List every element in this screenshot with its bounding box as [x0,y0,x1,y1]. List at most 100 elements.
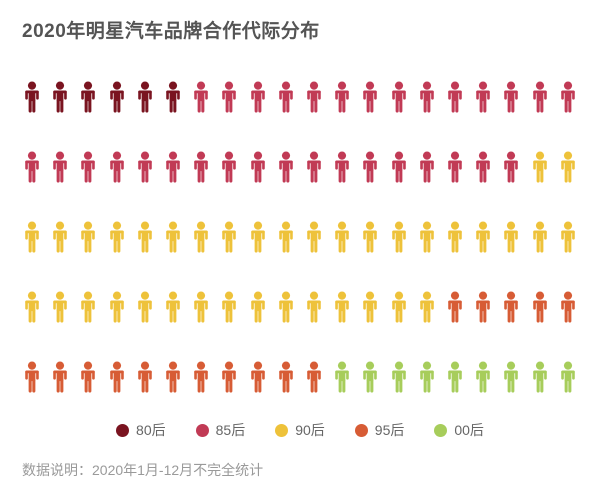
person-icon [138,81,152,113]
chart-title: 2020年明星汽车品牌合作代际分布 [22,21,320,42]
person-icon [561,81,575,113]
person-icon [532,151,547,183]
person-icon [250,361,265,393]
legend-label: 85后 [215,422,246,438]
person-icon [138,361,152,393]
person-icon [335,151,350,183]
person-icon [420,221,434,253]
pictogram-row [22,269,578,339]
person-icon [504,151,519,183]
person-icon [504,81,519,113]
person-icon [448,361,462,393]
person-icon [420,361,434,393]
legend-dot-icon [354,423,368,437]
person-icon [532,291,547,323]
person-icon [391,151,406,183]
person-icon [391,221,406,253]
person-icon [561,151,575,183]
person-icon [504,291,519,323]
person-icon [476,221,491,253]
person-icon [307,81,321,113]
pictogram-row [22,339,578,409]
person-icon [363,151,378,183]
person-icon [194,221,208,253]
person-icon [25,291,39,323]
person-icon [279,361,293,393]
person-icon [81,81,96,113]
person-icon [476,81,491,113]
legend-label: 95后 [374,422,405,438]
person-icon [391,291,406,323]
person-icon [222,221,237,253]
legend-dot-icon [434,423,448,437]
person-icon [250,221,265,253]
person-icon [279,151,293,183]
legend-item: 85后 [195,420,246,440]
person-icon [53,151,67,183]
person-icon [476,291,491,323]
person-icon [420,151,434,183]
data-note: 数据说明：2020年1月-12月不完全统计 [22,462,264,478]
person-icon [250,291,265,323]
pictogram-row [22,129,578,199]
person-icon [166,81,180,113]
person-icon [307,151,321,183]
person-icon [279,221,293,253]
person-icon [166,151,180,183]
person-icon [53,291,67,323]
pictogram-grid [22,45,578,409]
pictogram-row [22,59,578,129]
person-icon [222,361,237,393]
person-icon [532,361,547,393]
person-icon [476,151,491,183]
person-icon [532,81,547,113]
legend-item: 90后 [275,420,325,440]
person-icon [109,81,124,113]
person-icon [138,221,152,253]
person-icon [222,151,237,183]
legend-item: 80后 [116,420,166,440]
person-icon [561,361,575,393]
person-icon [138,151,152,183]
person-icon [81,291,96,323]
person-icon [363,361,378,393]
person-icon [279,291,293,323]
person-icon [335,361,350,393]
person-icon [307,221,321,253]
person-icon [53,221,67,253]
person-icon [504,221,519,253]
person-icon [250,81,265,113]
person-icon [81,361,96,393]
legend-dot-icon [275,423,289,437]
person-icon [335,291,350,323]
person-icon [81,221,96,253]
legend-dot-icon [195,423,209,437]
person-icon [504,361,519,393]
person-icon [532,221,547,253]
legend: 80后 85后 90后 95后 00后 [0,418,600,442]
person-icon [25,151,39,183]
person-icon [420,291,434,323]
person-icon [194,81,208,113]
person-icon [53,81,67,113]
person-icon [109,361,124,393]
person-icon [420,81,434,113]
person-icon [194,291,208,323]
person-icon [166,221,180,253]
person-icon [335,81,350,113]
pictogram-row [22,199,578,269]
person-icon [25,361,39,393]
person-icon [81,151,96,183]
person-icon [166,361,180,393]
person-icon [476,361,491,393]
person-icon [363,81,378,113]
person-icon [279,81,293,113]
person-icon [307,291,321,323]
person-icon [448,151,462,183]
legend-item: 00后 [434,420,484,440]
legend-label: 00后 [454,422,484,438]
person-icon [25,221,39,253]
person-icon [335,221,350,253]
legend-label: 90后 [295,422,325,438]
